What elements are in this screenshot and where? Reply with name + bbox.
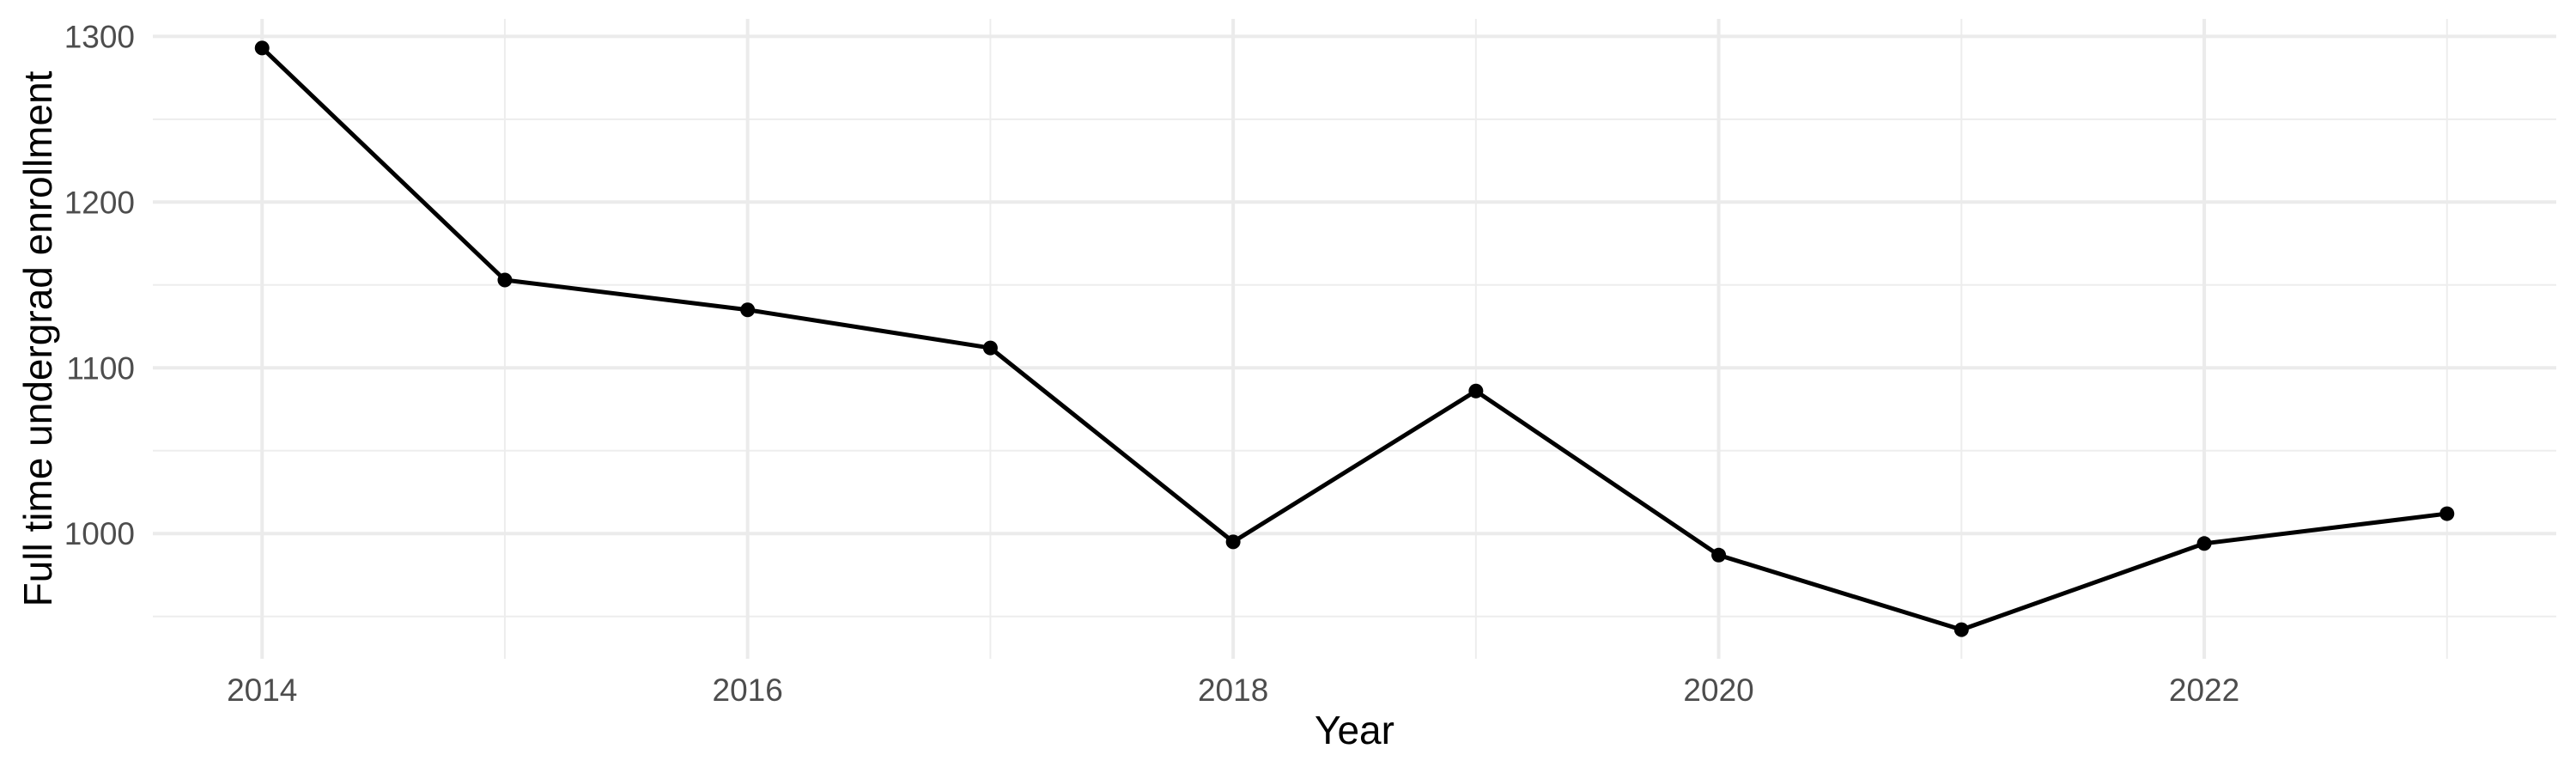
y-tick-label: 1300 — [64, 19, 135, 54]
data-point-2015 — [497, 272, 513, 288]
x-tick-label: 2018 — [1198, 673, 1268, 708]
data-point-2018 — [1225, 534, 1241, 550]
x-tick-label: 2022 — [2169, 673, 2239, 708]
y-tick-label: 1200 — [64, 185, 135, 220]
data-point-2021 — [1953, 622, 1969, 637]
data-point-2019 — [1468, 383, 1484, 399]
minor-gridlines — [153, 19, 2556, 659]
data-point-2022 — [2196, 536, 2212, 551]
x-tick-label: 2014 — [227, 673, 297, 708]
x-tick-label: 2016 — [713, 673, 783, 708]
y-axis-tick-labels: 1000 1100 1200 1300 — [64, 19, 135, 551]
x-axis-title: Year — [1315, 708, 1394, 752]
data-point-2014 — [254, 40, 270, 56]
data-line — [260, 46, 2448, 632]
y-tick-label: 1100 — [66, 350, 135, 386]
data-point-2023 — [2439, 506, 2455, 521]
data-series — [254, 40, 2455, 637]
data-point-2016 — [740, 302, 756, 318]
x-axis-tick-labels: 2014 2016 2018 2020 2022 — [227, 673, 2239, 708]
data-point-2017 — [982, 340, 998, 356]
y-axis-title: Full time undergrad enrollment — [15, 70, 60, 606]
x-tick-label: 2020 — [1683, 673, 1753, 708]
y-tick-label: 1000 — [64, 516, 135, 551]
major-gridlines — [153, 19, 2556, 659]
data-point-2020 — [1711, 547, 1727, 563]
